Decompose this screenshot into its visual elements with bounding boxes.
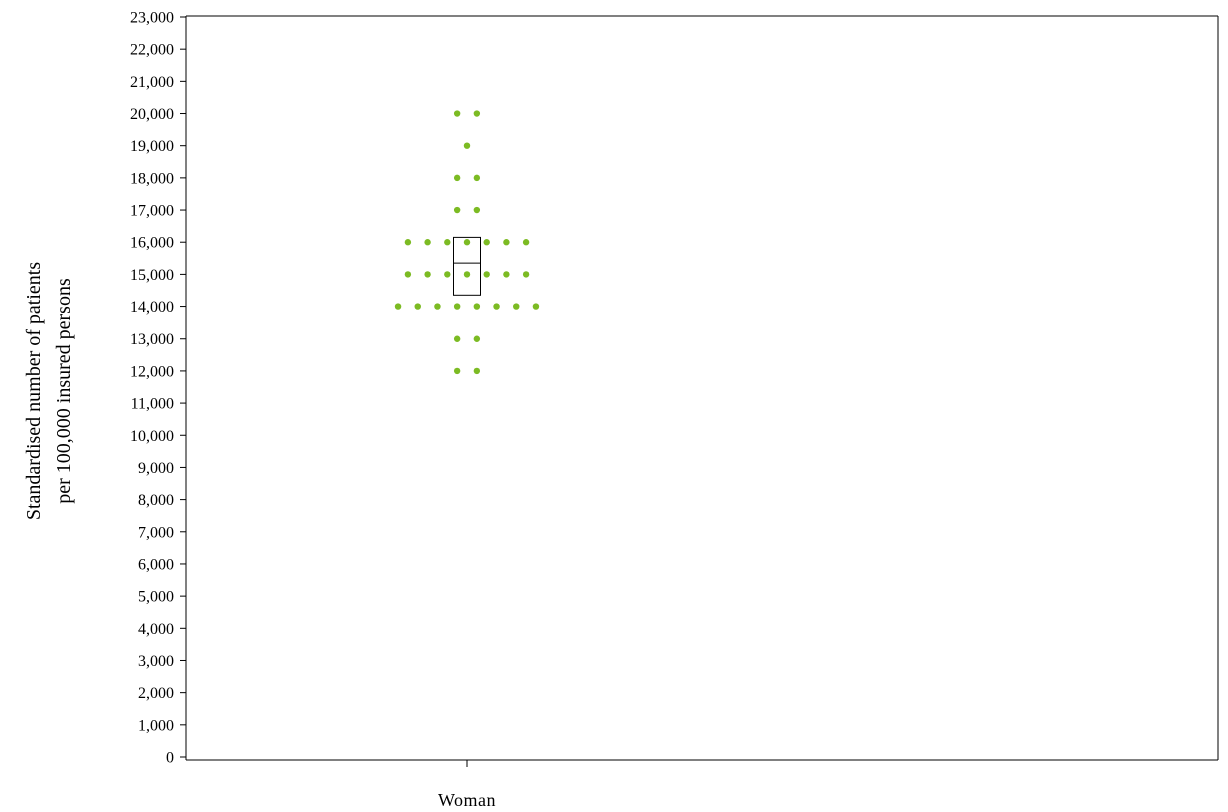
data-point	[503, 239, 510, 246]
x-axis-ticks: Woman	[438, 760, 496, 810]
data-point	[522, 271, 530, 278]
data-point	[434, 303, 441, 310]
y-tick-label: 2,000	[138, 685, 174, 702]
data-point	[394, 303, 402, 310]
y-tick-label: 18,000	[130, 170, 174, 187]
data-point	[532, 303, 540, 310]
y-tick-label: 10,000	[130, 428, 174, 445]
box-iqr	[453, 236, 481, 296]
y-axis-title-line-1: Standardised number of patients	[23, 262, 45, 520]
data-point	[483, 239, 490, 246]
data-point	[473, 174, 481, 182]
data-point	[424, 239, 431, 246]
data-point	[404, 271, 412, 278]
y-tick-label: 1,000	[138, 717, 174, 734]
data-point	[463, 271, 471, 278]
data-point	[483, 271, 490, 278]
data-point	[473, 303, 481, 310]
y-tick-label: 13,000	[130, 331, 174, 348]
y-tick-label: 8,000	[138, 492, 174, 509]
y-tick-label: 6,000	[138, 556, 174, 573]
y-tick-label: 21,000	[130, 74, 174, 91]
data-point	[453, 335, 461, 342]
data-point	[463, 142, 471, 149]
box-summary	[453, 236, 481, 296]
data-points	[394, 110, 540, 375]
y-axis-tick-labels: 0 1,000 2,000 3,000 4,000 5,000 6,000 7,000 8,00…	[130, 10, 174, 767]
data-point	[414, 303, 421, 310]
y-axis-title-line-2: per 100,000 insured persons	[53, 278, 75, 504]
data-point	[522, 239, 530, 246]
y-tick-label: 12,000	[130, 363, 174, 380]
y-tick-label: 20,000	[130, 106, 174, 123]
y-tick-label: 9,000	[138, 460, 174, 477]
data-point	[453, 110, 461, 117]
y-tick-label: 5,000	[138, 589, 174, 606]
data-point	[453, 303, 461, 310]
data-point	[473, 367, 481, 375]
y-axis-ticks	[180, 16, 186, 758]
data-point	[404, 239, 412, 246]
y-tick-label: 23,000	[130, 10, 174, 27]
y-tick-label: 3,000	[138, 653, 174, 670]
y-tick-label: 0	[166, 750, 174, 767]
data-point	[453, 174, 461, 182]
data-point	[424, 271, 431, 278]
data-point	[453, 206, 461, 214]
y-tick-label: 4,000	[138, 621, 174, 638]
x-category-label: Woman	[438, 790, 496, 810]
data-point	[444, 239, 451, 246]
data-point	[493, 303, 500, 310]
y-tick-label: 17,000	[130, 203, 174, 220]
y-tick-label: 22,000	[130, 42, 174, 59]
data-point	[503, 271, 510, 278]
data-point	[513, 303, 520, 310]
y-tick-label: 7,000	[138, 524, 174, 541]
y-tick-label: 15,000	[130, 267, 174, 284]
y-tick-label: 14,000	[130, 299, 174, 316]
data-point	[473, 206, 481, 214]
y-tick-label: 19,000	[130, 138, 174, 155]
y-tick-label: 16,000	[130, 235, 174, 252]
data-point	[463, 239, 471, 246]
data-point	[473, 110, 481, 117]
y-tick-label: 11,000	[131, 396, 174, 413]
data-point	[444, 271, 451, 278]
data-point	[473, 335, 481, 342]
data-point	[453, 367, 461, 375]
